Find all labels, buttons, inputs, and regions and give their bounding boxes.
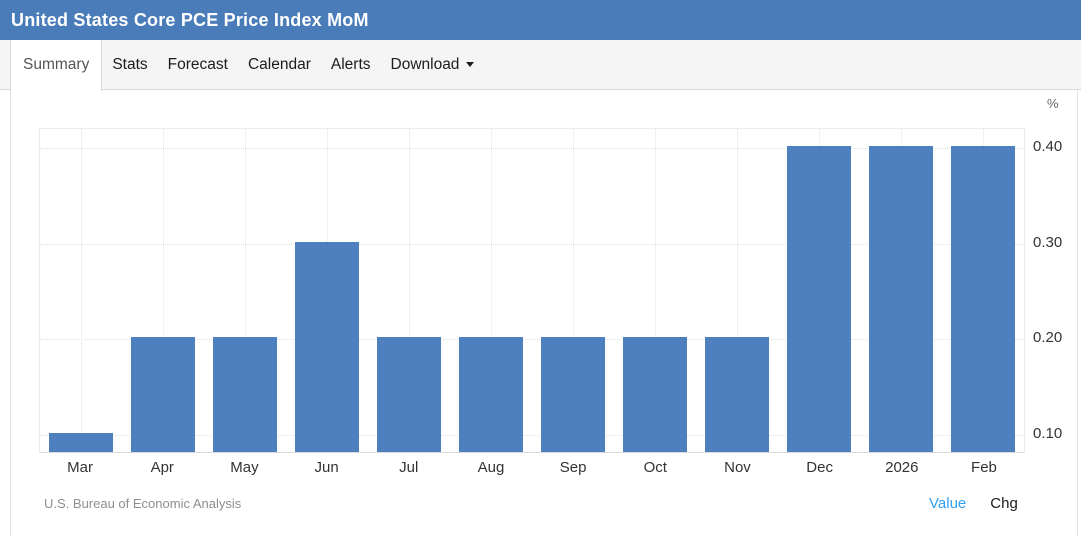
x-axis-label-feb: Feb — [971, 459, 997, 476]
gridline-y — [40, 243, 1024, 245]
tab-label: Stats — [112, 56, 148, 73]
category-cell-oct — [614, 129, 696, 452]
gridline-x — [245, 129, 246, 452]
gridline-x — [573, 129, 574, 452]
chart-title-bar: United States Core PCE Price Index MoM — [0, 0, 1081, 40]
bar-aug[interactable] — [459, 337, 523, 452]
series-toggle-links: Value Chg — [929, 495, 1018, 512]
bar-jul[interactable] — [377, 337, 441, 452]
y-axis-label-0.40: 0.40 — [1033, 138, 1063, 156]
gridline-y — [40, 339, 1024, 341]
category-cell-mar — [40, 129, 122, 452]
category-cell-may — [204, 129, 286, 452]
category-cell-sep — [532, 129, 614, 452]
gridline-y — [40, 148, 1024, 150]
bar-series — [40, 129, 1024, 452]
x-axis-label-apr: Apr — [150, 459, 174, 476]
tab-summary[interactable]: Summary — [10, 40, 103, 91]
x-axis-label-2026: 2026 — [885, 459, 919, 476]
category-cell-feb — [942, 129, 1024, 452]
gridline-x — [655, 129, 656, 452]
x-axis-label-jun: Jun — [314, 459, 339, 476]
tab-label: Calendar — [247, 56, 311, 73]
footer-link-value[interactable]: Value — [929, 495, 967, 512]
x-axis-labels: Mar Apr May Jun Jul Aug Sep Oct Nov Dec 2026 Feb — [39, 457, 1025, 479]
gridline-x — [163, 129, 164, 452]
x-axis-label-jul: Jul — [399, 459, 419, 476]
bar-apr[interactable] — [131, 337, 195, 452]
y-axis-unit-label: % — [1047, 96, 1059, 111]
gridline-x — [81, 129, 82, 452]
gridline-x — [409, 129, 410, 452]
plot-area — [39, 128, 1025, 453]
chevron-down-icon — [466, 62, 475, 68]
category-cell-jul — [368, 129, 450, 452]
y-axis-label-0.10: 0.10 — [1033, 424, 1063, 442]
tab-forecast[interactable]: Forecast — [158, 40, 238, 90]
category-cell-dec — [778, 129, 860, 452]
category-cell-apr — [122, 129, 204, 452]
x-axis-label-nov: Nov — [724, 459, 751, 476]
y-axis-label-0.20: 0.20 — [1033, 329, 1063, 347]
x-axis-label-mar: Mar — [67, 459, 93, 476]
gridline-x — [491, 129, 492, 452]
chart-panel: % Mar Apr May Jun Jul Aug Sep Oct Nov Dec 2026 Feb … — [10, 90, 1078, 536]
tab-label: Forecast — [167, 56, 228, 73]
bar-2026[interactable] — [869, 146, 933, 452]
y-axis-label-0.30: 0.30 — [1033, 233, 1063, 251]
category-cell-nov — [696, 129, 778, 452]
page-title: United States Core PCE Price Index MoM — [11, 9, 369, 30]
bar-jun[interactable] — [295, 241, 359, 452]
bar-nov[interactable] — [705, 337, 769, 452]
category-cell-jun — [286, 129, 368, 452]
bar-oct[interactable] — [623, 337, 687, 452]
gridline-y — [40, 434, 1024, 436]
bar-mar[interactable] — [49, 432, 113, 452]
tab-download[interactable]: Download — [381, 40, 485, 90]
x-axis-label-may: May — [230, 459, 259, 476]
tab-calendar[interactable]: Calendar — [238, 40, 321, 90]
bar-may[interactable] — [213, 337, 277, 452]
tab-label: Download — [390, 56, 460, 73]
tab-label: Alerts — [330, 56, 371, 73]
bar-dec[interactable] — [787, 146, 851, 452]
footer-link-chg[interactable]: Chg — [990, 495, 1018, 512]
tab-label: Summary — [23, 56, 90, 73]
tab-stats[interactable]: Stats — [102, 40, 157, 90]
x-axis-label-aug: Aug — [477, 459, 505, 476]
tab-alerts[interactable]: Alerts — [321, 40, 381, 90]
x-axis-label-dec: Dec — [806, 459, 833, 476]
category-cell-aug — [450, 129, 532, 452]
category-cell-2026 — [860, 129, 942, 452]
source-attribution: U.S. Bureau of Economic Analysis — [44, 496, 242, 511]
tab-strip: Summary Stats Forecast Calendar Alerts Downlo… — [0, 40, 1081, 91]
gridline-x — [737, 129, 738, 452]
bar-sep[interactable] — [541, 337, 605, 452]
x-axis-label-sep: Sep — [559, 459, 587, 476]
bar-feb[interactable] — [951, 146, 1015, 452]
x-axis-label-oct: Oct — [643, 459, 667, 476]
